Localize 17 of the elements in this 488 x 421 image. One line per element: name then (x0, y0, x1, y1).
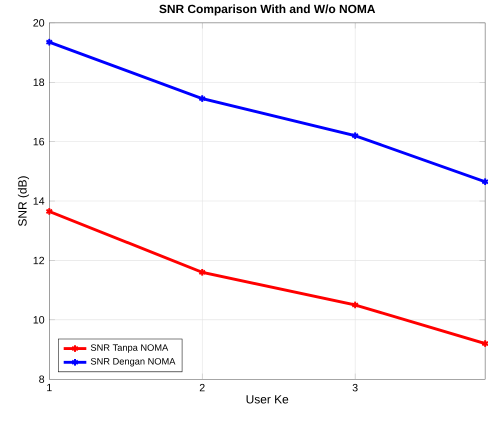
chart-title: SNR Comparison With and W/o NOMA (159, 4, 376, 16)
x-tick-label: 3 (352, 384, 358, 392)
y-tick-label: 16 (34, 138, 44, 146)
y-tick-label: 14 (34, 198, 44, 205)
x-tick-label: 1 (47, 384, 52, 392)
y-tick-label: 12 (34, 256, 44, 264)
x-tick-label: 2 (200, 384, 205, 392)
y-tick-label: 8 (39, 376, 44, 384)
y-tick-label: 20 (33, 19, 44, 27)
y-tick-label: 18 (34, 78, 44, 86)
y-tick-label: 10 (34, 316, 44, 324)
point (198, 268, 206, 277)
point (351, 300, 360, 310)
x-axis-title: User Ke (246, 395, 288, 404)
legend-label: SNR Tanpa NOMA (90, 344, 168, 353)
y-axis-title: SNR (dB) (18, 176, 30, 226)
legend-label: SNR Dengan NOMA (90, 358, 176, 367)
